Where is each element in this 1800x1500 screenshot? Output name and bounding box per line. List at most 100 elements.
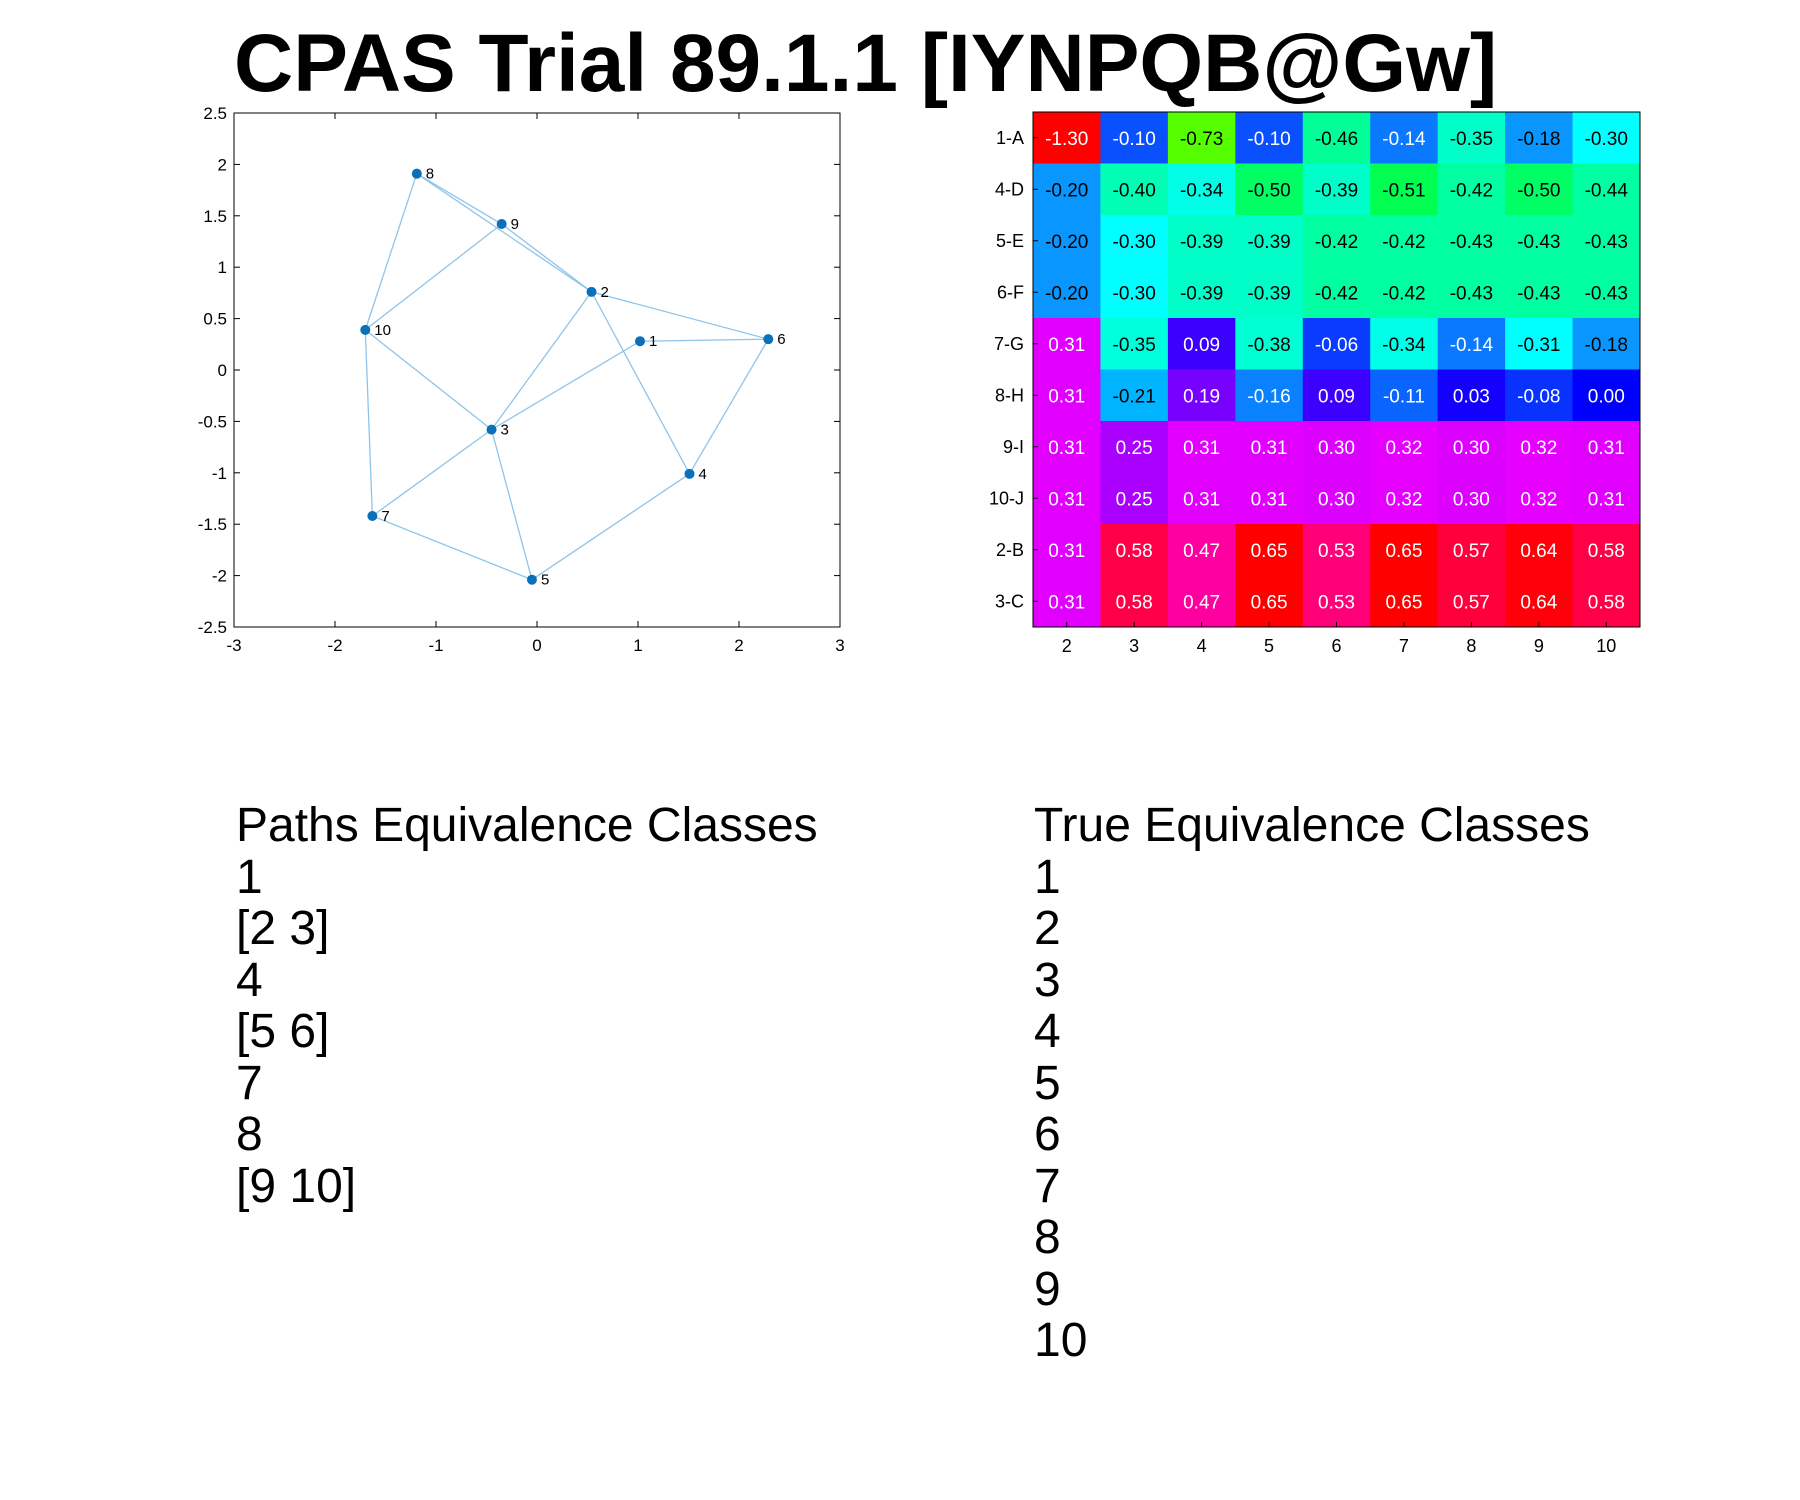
graph-edge-10-7	[364, 329, 374, 517]
heatmap-cell	[1505, 421, 1574, 473]
heatmap-cell-value: -0.30	[1113, 283, 1156, 304]
heatmap-cell	[1100, 472, 1169, 525]
heatmap-cell-value: 0.32	[1520, 438, 1557, 459]
heatmap-cell-value: -0.43	[1517, 232, 1560, 253]
heatmap-cell	[1033, 524, 1101, 576]
heatmap-cell	[1033, 472, 1101, 525]
heatmap-cell	[1572, 421, 1641, 473]
y-tick-label: -1	[212, 464, 227, 483]
heatmap-cell-value: -0.20	[1045, 283, 1088, 304]
heatmap-cell	[1370, 575, 1439, 628]
heatmap-cell	[1370, 369, 1439, 422]
heatmap-cell-value: -0.16	[1247, 386, 1290, 407]
heatmap-cell-value: 0.00	[1588, 386, 1625, 407]
class-item: 4	[236, 953, 263, 1007]
heatmap-cell	[1167, 421, 1236, 473]
heatmap-cell-value: 0.32	[1385, 438, 1422, 459]
heatmap-cell	[1437, 575, 1506, 628]
heatmap-cell-value: -0.43	[1585, 283, 1628, 304]
heatmap-cell-value: -0.39	[1247, 232, 1290, 253]
heatmap-cell	[1505, 318, 1574, 370]
heatmap-cell-value: 0.31	[1183, 438, 1220, 459]
class-item: 8	[236, 1108, 263, 1161]
heatmap-cell-value: -0.20	[1045, 180, 1088, 201]
class-item: [2 3]	[236, 902, 330, 955]
heatmap-cell	[1033, 421, 1101, 473]
heatmap-cell-value: -0.44	[1585, 180, 1629, 201]
heatmap-cell-value: 0.31	[1183, 489, 1220, 510]
heatmap-cell-value: 0.32	[1385, 489, 1422, 510]
heatmap-cell	[1033, 163, 1101, 216]
heatmap-col-label: 6	[1331, 636, 1341, 656]
heatmap-cell-value: -0.38	[1247, 335, 1290, 356]
x-tick-label: -1	[428, 636, 443, 655]
heatmap-cell	[1100, 369, 1169, 422]
heatmap-row-label: 5-E	[996, 231, 1024, 251]
heatmap-row-label: 6-F	[997, 282, 1024, 302]
heatmap-cell-value: -0.35	[1450, 129, 1493, 150]
paths-classes-heading: Paths Equivalence Classes	[236, 799, 818, 852]
heatmap-cell	[1235, 318, 1304, 370]
heatmap-cell-value: 0.31	[1048, 335, 1085, 356]
heatmap-cell-value: -1.30	[1045, 129, 1088, 150]
heatmap-cell-value: -0.11	[1383, 386, 1425, 407]
class-item: [5 6]	[236, 1005, 330, 1058]
true-equivalence-classes: True Equivalence Classes 1 2 3 4 5 6 7 8 9 10	[1034, 800, 1590, 1367]
heatmap-cell	[1437, 163, 1506, 216]
graph-edge-9-10	[364, 223, 503, 331]
heatmap-cell-value: -0.43	[1450, 232, 1493, 253]
graph-node-label-10: 10	[374, 322, 391, 339]
heatmap-cell	[1302, 575, 1371, 628]
heatmap-cell-value: 0.64	[1520, 592, 1557, 613]
heatmap-cell	[1302, 266, 1371, 319]
heatmap-cell	[1235, 112, 1304, 164]
heatmap-cell-value: 0.32	[1520, 489, 1557, 510]
heatmap-cell-value: 0.47	[1183, 592, 1220, 613]
heatmap-cell	[1302, 318, 1371, 370]
graph-edge-8-10	[364, 173, 418, 331]
heatmap-cell-value: -0.39	[1180, 283, 1223, 304]
graph-edge-7-5	[372, 515, 533, 581]
heatmap-row-label: 10-J	[989, 488, 1024, 508]
class-item: 1	[1034, 850, 1061, 904]
heatmap-cell	[1370, 112, 1439, 164]
heatmap-cell	[1167, 575, 1236, 628]
heatmap-cell	[1572, 266, 1641, 319]
class-item: 5	[1034, 1056, 1061, 1110]
graph-node-3	[486, 424, 497, 435]
heatmap-cell	[1033, 575, 1101, 628]
heatmap-row-label: 8-H	[995, 385, 1024, 405]
graph-node-7	[367, 510, 378, 521]
graph-node-5	[526, 574, 537, 585]
heatmap-cell	[1572, 369, 1641, 422]
heatmap-cell-value: 0.30	[1453, 489, 1490, 510]
heatmap-col-label: 10	[1596, 636, 1616, 656]
graph-edge-2-6	[591, 291, 769, 340]
heatmap-cell	[1437, 112, 1506, 164]
heatmap-row-label: 2-B	[996, 540, 1024, 560]
x-tick-label: 0	[532, 636, 541, 655]
heatmap-cell-value: 0.31	[1251, 489, 1288, 510]
heatmap-row-label: 3-C	[995, 591, 1024, 611]
heatmap-cell-value: 0.09	[1183, 335, 1220, 356]
y-tick-label: -0.5	[198, 412, 227, 431]
heatmap-cell	[1437, 421, 1506, 473]
heatmap-cell-value: 0.53	[1318, 592, 1355, 613]
y-tick-label: 0.5	[203, 310, 227, 329]
y-tick-label: 2.5	[203, 104, 227, 123]
graph-node-label-2: 2	[601, 284, 609, 301]
heatmap-cell-value: -0.43	[1585, 232, 1628, 253]
heatmap-cell	[1437, 215, 1506, 267]
paths-equivalence-classes: Paths Equivalence Classes 1 [2 3] 4 [5 6] 7 8…	[236, 800, 818, 1212]
heatmap-cell-value: -0.20	[1045, 232, 1088, 253]
heatmap-cell-value: -0.30	[1113, 232, 1156, 253]
heatmap-cell-value: 0.31	[1048, 438, 1085, 459]
heatmap-cell	[1505, 369, 1574, 422]
heatmap-cell	[1167, 318, 1236, 370]
heatmap-cell	[1167, 163, 1236, 216]
class-item: 2	[1034, 902, 1061, 955]
heatmap-cell-value: 0.31	[1048, 386, 1085, 407]
network-graph-chart: -3 -2 -1 0 1 2 3 2.5 2 1.5 1 0.5 0 -0.5 -1 -1.5 -2 -2.5 1 2…	[198, 104, 845, 655]
heatmap-cell	[1033, 215, 1101, 267]
heatmap-cell	[1100, 575, 1169, 628]
